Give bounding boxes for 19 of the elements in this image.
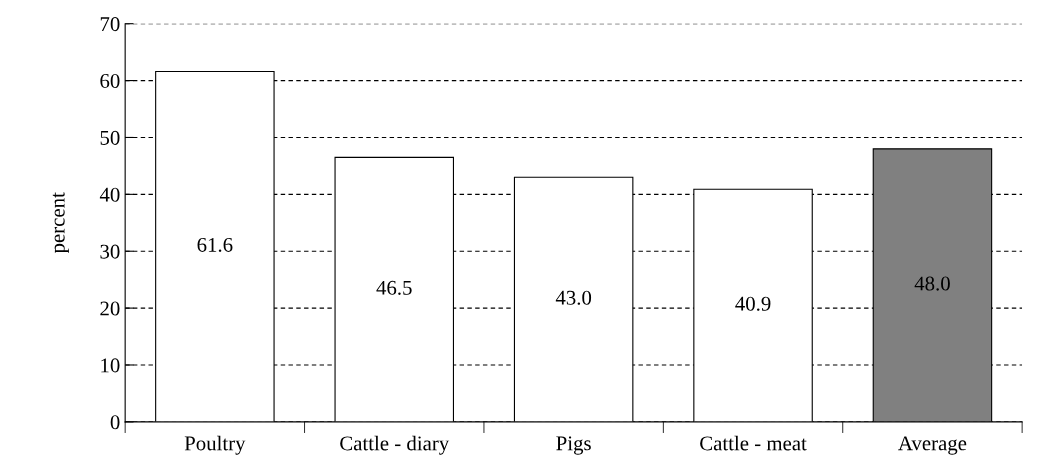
y-tick-label: 0 bbox=[110, 415, 120, 430]
data-label: 46.5 bbox=[376, 280, 412, 295]
x-tick-label: Cattle - meat bbox=[700, 435, 807, 451]
data-label: 40.9 bbox=[735, 296, 771, 311]
y-tick-label: 60 bbox=[100, 73, 120, 89]
y-tick-label: 20 bbox=[100, 301, 120, 316]
x-tick-label: Cattle - diary bbox=[340, 435, 450, 455]
y-axis-title: percent bbox=[52, 192, 69, 254]
x-tick-label: Poultry bbox=[184, 435, 246, 455]
y-tick-label: 70 bbox=[100, 17, 120, 32]
data-label: 48.0 bbox=[914, 276, 950, 291]
y-tick-label: 40 bbox=[99, 187, 120, 202]
x-tick-label: Average bbox=[898, 436, 967, 455]
y-tick-label: 30 bbox=[100, 244, 120, 259]
y-tick-label: 10 bbox=[101, 358, 120, 373]
y-tick-label: 50 bbox=[100, 130, 120, 145]
x-tick-label: Pigs bbox=[556, 436, 591, 455]
data-label: 43.0 bbox=[555, 290, 592, 305]
data-label: 61.6 bbox=[197, 237, 233, 252]
